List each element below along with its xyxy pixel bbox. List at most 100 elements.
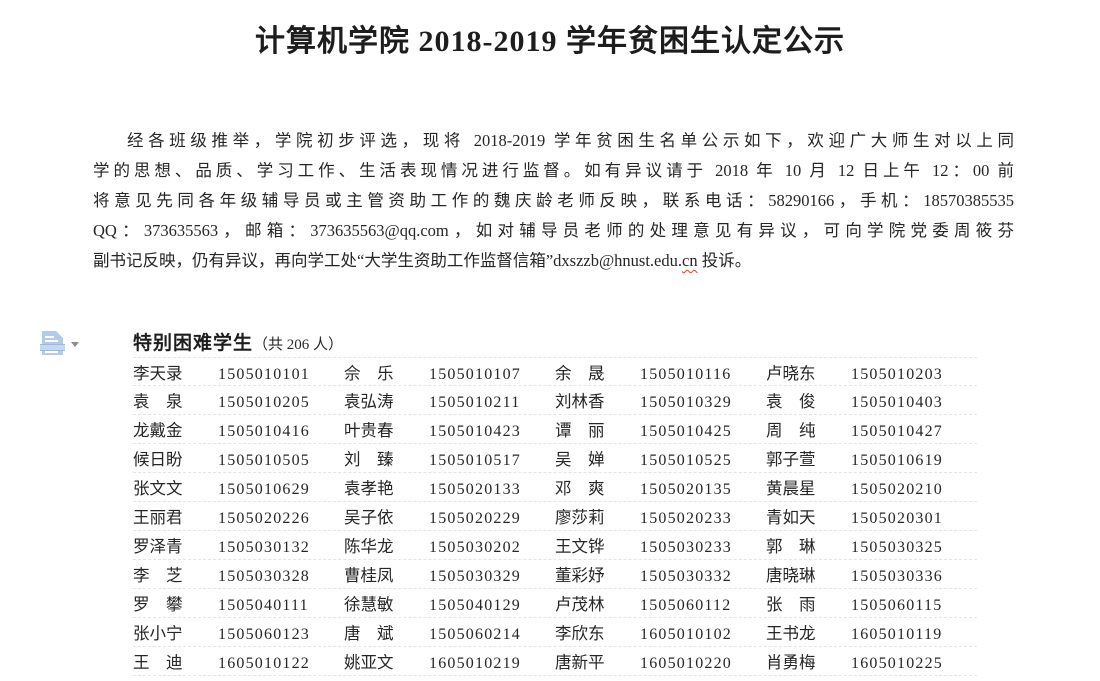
student-id: 1505010116 (640, 365, 732, 383)
student-entry: 吴子依 1505020229 (344, 504, 555, 528)
student-name: 吴子依 (344, 508, 394, 527)
paste-document-icon (40, 331, 65, 355)
student-entry: 郭子萱 1505010619 (766, 446, 977, 470)
student-entry: 袁 俊 1505010403 (766, 388, 977, 412)
table-row: 李天录 1505010101 佘 乐 1505010107 余 晟 1505010116 卢… (133, 357, 977, 386)
student-name: 唐晓琳 (766, 566, 816, 585)
student-id: 1605010220 (640, 655, 732, 672)
student-name: 张小宁 (133, 624, 183, 643)
section-heading-text: 特别困难学生 (133, 333, 254, 354)
student-id: 1505020226 (218, 510, 310, 527)
student-name: 周 纯 (766, 421, 816, 440)
student-id: 1505010505 (218, 452, 310, 469)
student-name: 龙戴金 (133, 421, 183, 440)
student-name: 叶贵春 (344, 421, 394, 440)
student-id: 1505010427 (851, 423, 943, 440)
student-entry: 王丽君 1505020226 (133, 504, 344, 528)
table-row: 龙戴金 1505010416 叶贵春 1505010423 谭 丽 1505010425 周… (133, 415, 977, 444)
student-id: 1505010423 (429, 423, 521, 440)
student-id: 1505020301 (851, 510, 943, 527)
student-id: 1605010119 (851, 626, 943, 643)
student-entry: 唐新平 1605010220 (555, 649, 766, 673)
student-id: 1505010416 (218, 423, 310, 440)
student-entry: 邓 爽 1505020135 (555, 475, 766, 499)
student-name: 罗 攀 (133, 595, 183, 614)
table-row: 袁 泉 1505010205 袁弘涛 1505010211 刘林香 1505010329 袁… (133, 386, 977, 415)
student-id: 1505020229 (429, 510, 521, 527)
student-name: 李 芝 (133, 566, 183, 585)
student-name: 王文铧 (555, 537, 605, 556)
student-name: 徐慧敏 (344, 595, 394, 614)
student-name: 袁弘涛 (344, 392, 394, 411)
notice-line-text: 副书记反映，仍有异议，再向学工处“大学生资助工作监督信箱”dxszzb@hnus… (93, 251, 682, 270)
student-entry: 曹桂凤 1505030329 (344, 562, 555, 586)
notice-line: 将意见先同各年级辅导员或主管资助工作的魏庆龄老师反映，联系电话：58290166… (93, 191, 1014, 210)
student-name: 李天录 (133, 363, 183, 383)
student-id: 1505060123 (218, 626, 310, 643)
student-entry: 刘 臻 1505010517 (344, 446, 555, 470)
student-entry: 徐慧敏 1505040129 (344, 591, 555, 615)
student-name: 罗泽青 (133, 537, 183, 556)
student-entry: 袁弘涛 1505010211 (344, 388, 555, 412)
student-id: 1505010107 (429, 365, 521, 383)
student-entry: 郭 琳 1505030325 (766, 533, 977, 557)
student-name: 王 迪 (133, 653, 183, 672)
table-row: 张文文 1505010629 袁孝艳 1505020133 邓 爽 1505020135 黄… (133, 473, 977, 502)
student-name: 候日盼 (133, 450, 183, 469)
student-id: 1505010205 (218, 394, 310, 411)
student-name: 青如天 (766, 508, 816, 527)
student-entry: 黄晨星 1505020210 (766, 475, 977, 499)
student-name: 袁 俊 (766, 392, 816, 411)
student-id: 1505060115 (851, 597, 943, 614)
student-entry: 张小宁 1505060123 (133, 620, 344, 644)
student-id: 1505010101 (218, 365, 310, 383)
notice-line-text: 投诉。 (697, 251, 752, 270)
table-row: 候日盼 1505010505 刘 臻 1505010517 吴 婵 1505010525 郭… (133, 444, 977, 473)
student-name: 张 雨 (766, 595, 816, 614)
student-id: 1505030202 (429, 539, 521, 556)
student-name: 董彩妤 (555, 566, 605, 585)
student-id: 1505010403 (851, 394, 943, 411)
student-name: 郭子萱 (766, 450, 816, 469)
student-name: 姚亚文 (344, 653, 394, 672)
student-id: 1505030233 (640, 539, 732, 556)
student-entry: 张文文 1505010629 (133, 475, 344, 499)
student-id: 1505030132 (218, 539, 310, 556)
paste-options-button[interactable] (40, 330, 82, 358)
student-name: 卢茂林 (555, 595, 605, 614)
student-name: 袁孝艳 (344, 479, 394, 498)
student-id: 1505010425 (640, 423, 732, 440)
notice-line: 副书记反映，仍有异议，再向学工处“大学生资助工作监督信箱”dxszzb@hnus… (93, 246, 1014, 276)
table-row: 王 迪 1605010122 姚亚文 1605010219 唐新平 1605010220 肖… (133, 647, 977, 676)
notice-line: 经各班级推举，学院初步评选，现将 2018-2019 学年贫困生名单公示如下，欢… (127, 131, 1014, 150)
student-entry: 周 纯 1505010427 (766, 417, 977, 441)
student-name: 黄晨星 (766, 479, 816, 498)
student-id: 1505010203 (851, 365, 943, 383)
student-entry: 董彩妤 1505030332 (555, 562, 766, 586)
student-entry: 卢茂林 1505060112 (555, 591, 766, 615)
student-entry: 肖勇梅 1605010225 (766, 649, 977, 673)
student-id: 1505020233 (640, 510, 732, 527)
student-id: 1505020133 (429, 481, 521, 498)
student-name: 刘林香 (555, 392, 605, 411)
student-id: 1605010225 (851, 655, 943, 672)
student-id: 1505020135 (640, 481, 732, 498)
student-entry: 青如天 1505020301 (766, 504, 977, 528)
student-name: 王书龙 (766, 624, 816, 643)
student-entry: 罗泽青 1505030132 (133, 533, 344, 557)
student-name: 佘 乐 (344, 363, 394, 383)
student-id: 1505010629 (218, 481, 310, 498)
student-name: 陈华龙 (344, 537, 394, 556)
section-count: （共 206 人） (253, 337, 344, 353)
student-entry: 唐 斌 1505060214 (344, 620, 555, 644)
student-name: 张文文 (133, 479, 183, 498)
student-id: 1605010102 (640, 626, 732, 643)
student-id: 1505030336 (851, 568, 943, 585)
student-entry: 张 雨 1505060115 (766, 591, 977, 615)
student-id: 1505060214 (429, 626, 521, 643)
student-entry: 吴 婵 1505010525 (555, 446, 766, 470)
student-entry: 姚亚文 1605010219 (344, 649, 555, 673)
student-id: 1505040111 (218, 597, 309, 614)
student-name: 余 晟 (555, 363, 605, 383)
student-id: 1505010329 (640, 394, 732, 411)
